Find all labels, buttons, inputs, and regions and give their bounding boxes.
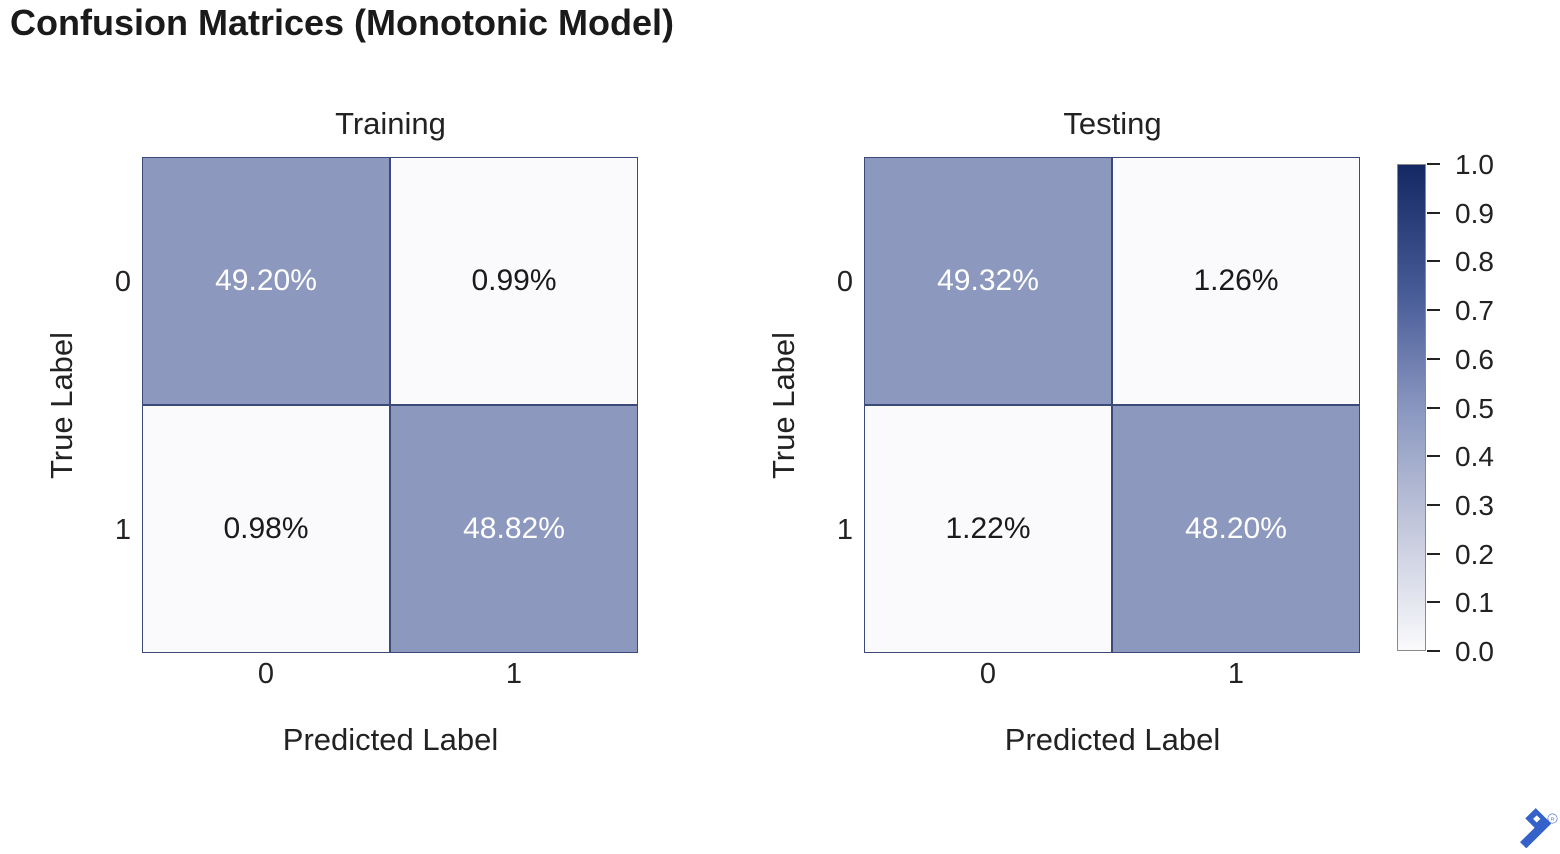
- svg-text:R: R: [1551, 817, 1555, 823]
